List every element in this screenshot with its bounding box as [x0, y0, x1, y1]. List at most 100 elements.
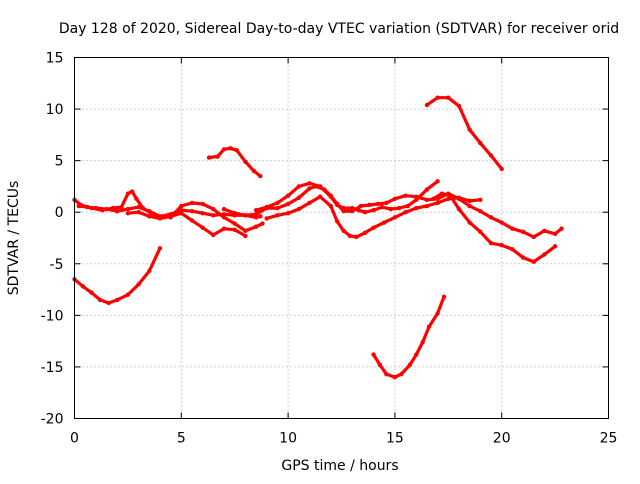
data-point	[435, 311, 440, 316]
data-point	[136, 282, 141, 287]
data-point	[93, 205, 99, 211]
series-arc-10	[425, 96, 504, 171]
data-point	[275, 213, 280, 218]
data-point	[211, 206, 216, 212]
data-point	[467, 127, 472, 132]
data-point	[499, 220, 504, 225]
x-tick-label: 10	[279, 431, 297, 447]
data-point	[296, 206, 301, 212]
data-point	[285, 193, 291, 198]
data-point	[392, 375, 398, 380]
data-point	[431, 196, 436, 202]
data-point	[232, 221, 237, 226]
data-point	[384, 200, 389, 206]
data-point	[115, 208, 120, 214]
data-point	[542, 228, 547, 233]
data-point	[358, 203, 363, 209]
data-point	[80, 284, 86, 289]
data-point	[285, 201, 291, 207]
data-point	[253, 215, 259, 220]
data-point	[531, 259, 536, 264]
data-point	[520, 229, 526, 235]
data-point	[234, 148, 240, 153]
data-point	[275, 205, 280, 211]
data-point	[221, 147, 227, 152]
data-point	[407, 362, 413, 368]
data-point	[341, 208, 346, 214]
x-tick-label: 25	[600, 431, 618, 447]
data-point	[200, 225, 205, 230]
data-point	[424, 197, 430, 203]
data-point	[260, 221, 265, 226]
data-point	[388, 206, 393, 212]
data-point	[296, 184, 301, 189]
data-point	[414, 205, 419, 211]
data-point	[97, 297, 103, 303]
data-point	[405, 203, 410, 209]
data-point	[356, 207, 361, 213]
data-point	[179, 211, 184, 216]
series-arc-8	[265, 195, 482, 239]
data-point	[136, 210, 141, 215]
y-tick-label: -5	[50, 257, 64, 273]
data-point	[510, 226, 515, 231]
data-point	[542, 252, 547, 257]
data-point	[435, 95, 440, 100]
data-point	[232, 227, 237, 232]
y-tick-label: 0	[55, 205, 64, 221]
x-tick-label: 20	[493, 431, 511, 447]
data-point	[189, 208, 195, 214]
y-tick-label: 5	[55, 154, 64, 170]
data-point	[520, 255, 526, 260]
data-point	[446, 95, 451, 100]
data-point	[341, 228, 346, 233]
data-point	[168, 214, 173, 219]
data-point	[147, 214, 152, 219]
data-point	[488, 240, 494, 246]
data-point	[414, 197, 419, 203]
data-point	[531, 234, 536, 240]
data-point	[552, 244, 558, 249]
data-point	[134, 196, 139, 202]
data-point	[125, 292, 131, 297]
data-point	[125, 211, 131, 216]
data-point	[349, 205, 355, 211]
data-point	[467, 220, 472, 225]
data-point	[243, 233, 248, 239]
data-point	[251, 168, 257, 174]
data-point	[552, 231, 558, 237]
data-point	[119, 204, 124, 210]
data-point	[258, 214, 263, 219]
data-point	[179, 203, 184, 209]
data-point	[488, 153, 494, 158]
data-point	[258, 173, 263, 179]
data-point	[439, 191, 445, 196]
data-point	[307, 186, 312, 191]
data-point	[89, 290, 94, 295]
data-point	[499, 243, 504, 248]
data-point	[317, 184, 323, 189]
data-point	[467, 198, 472, 204]
data-point	[559, 226, 564, 231]
x-axis-label: GPS time / hours	[281, 458, 398, 474]
data-point	[157, 246, 163, 251]
data-point	[375, 201, 381, 207]
data-point	[362, 210, 368, 215]
data-point	[228, 146, 233, 151]
data-point	[426, 324, 432, 329]
data-point	[362, 230, 368, 236]
data-point	[384, 371, 389, 377]
chart-title: Day 128 of 2020, Sidereal Day-to-day VTE…	[59, 21, 619, 37]
data-point	[147, 268, 152, 274]
x-tick-label: 15	[386, 431, 404, 447]
y-tick-label: -10	[41, 308, 64, 324]
data-point	[264, 216, 269, 221]
data-point	[424, 203, 430, 209]
data-point	[136, 204, 141, 210]
data-point	[354, 234, 359, 240]
data-series	[72, 95, 564, 380]
data-point	[441, 294, 447, 299]
data-point	[115, 297, 120, 303]
data-point	[200, 211, 205, 216]
data-point	[296, 195, 301, 200]
